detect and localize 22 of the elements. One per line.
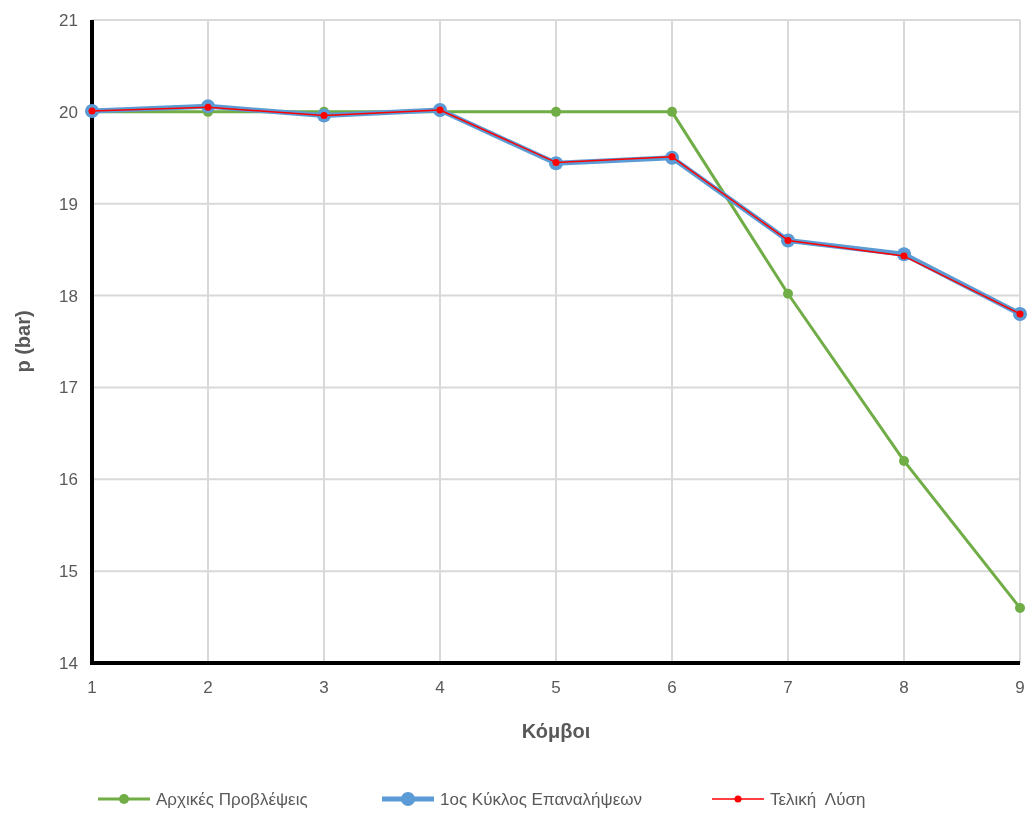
x-axis-title: Κόμβοι	[521, 720, 591, 742]
x-tick-label: 9	[1015, 678, 1025, 697]
x-tick-label: 4	[435, 678, 445, 697]
y-tick-label: 14	[59, 653, 78, 673]
y-axis-title: p (bar)	[12, 310, 34, 373]
x-tick-label: 6	[667, 678, 677, 697]
y-tick-label: 16	[59, 470, 78, 490]
legend-label: Τελική Λύση	[770, 790, 866, 809]
x-tick-label: 1	[87, 678, 97, 697]
x-tick-label: 5	[551, 678, 561, 697]
x-tick-label: 2	[203, 678, 213, 697]
legend-label: Αρχικές Προβλέψεις	[156, 790, 308, 809]
y-tick-label: 15	[59, 562, 78, 582]
y-tick-label: 20	[59, 102, 78, 122]
y-tick-label: 18	[59, 286, 78, 306]
y-tick-label: 17	[59, 378, 78, 398]
y-tick-label: 21	[59, 10, 78, 30]
legend-label: 1ος Κύκλος Επαναλήψεων	[440, 790, 642, 809]
x-tick-label: 7	[783, 678, 793, 697]
x-tick-label: 3	[319, 678, 329, 697]
x-tick-label: 8	[899, 678, 909, 697]
y-tick-label: 19	[59, 194, 78, 214]
